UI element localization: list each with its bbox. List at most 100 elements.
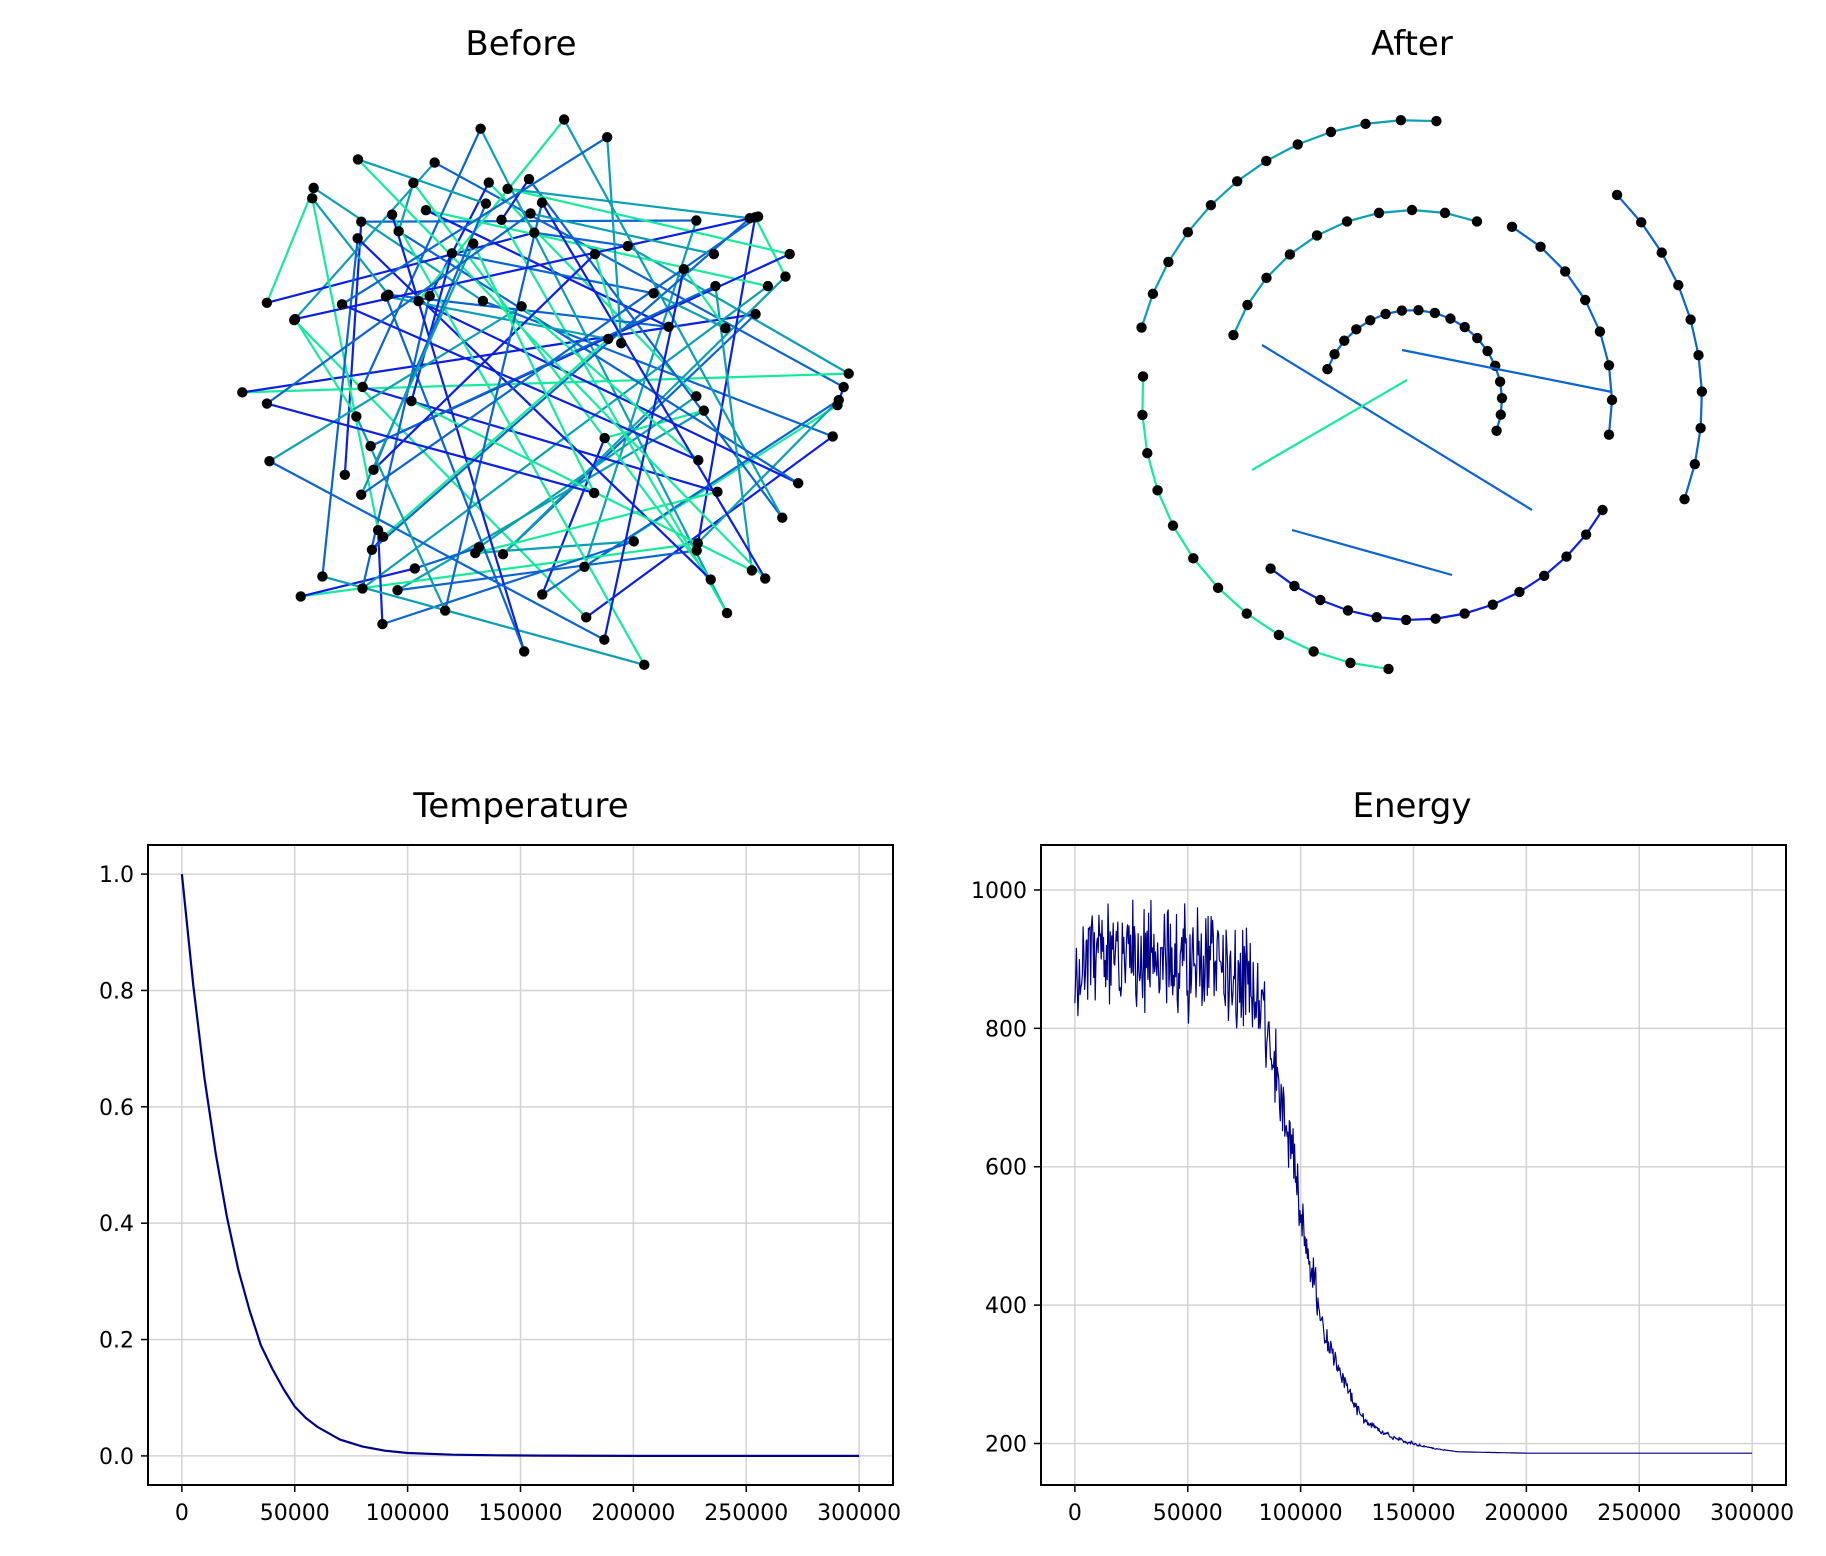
graph-node <box>1685 314 1696 325</box>
graph-node <box>1284 249 1296 260</box>
graph-node <box>599 432 610 444</box>
graph-node <box>1205 199 1217 211</box>
graph-node <box>602 131 613 143</box>
graph-edge <box>1401 348 1613 394</box>
graph-edge <box>1278 633 1315 653</box>
graph-edge <box>1246 277 1268 306</box>
graph-edge <box>1265 253 1291 279</box>
graph-edge <box>1261 344 1533 511</box>
graph-node <box>838 381 849 393</box>
graph-edge <box>322 575 645 666</box>
graph-node <box>352 154 364 165</box>
graph-edge <box>382 540 635 626</box>
graph-node <box>1273 629 1285 641</box>
graph-node <box>1495 409 1506 420</box>
graph-node <box>1292 139 1303 150</box>
after-graph <box>1136 115 1708 675</box>
graph-edge <box>313 186 484 302</box>
x-tick-label: 250000 <box>1597 1501 1681 1526</box>
graph-node <box>1679 493 1690 505</box>
graph-node <box>784 248 795 260</box>
graph-node <box>475 123 486 134</box>
graph-edge <box>357 158 487 205</box>
graph-node <box>537 589 548 600</box>
graph-node <box>648 288 659 299</box>
graph-edge <box>1187 204 1212 233</box>
graph-edge <box>697 399 840 544</box>
graph-node <box>352 233 363 244</box>
y-tick-label: 0.6 <box>99 1096 134 1121</box>
graph-node <box>1673 279 1684 291</box>
graph-node <box>1560 266 1571 277</box>
graph-node <box>1261 155 1272 167</box>
graph-node <box>780 271 791 282</box>
graph-node <box>558 114 570 125</box>
graph-node <box>678 263 690 275</box>
graph-node <box>1311 230 1323 241</box>
graph-edge <box>714 285 753 571</box>
graph-node <box>588 487 600 499</box>
graph-edge <box>1167 231 1189 263</box>
graph-node <box>1396 305 1408 316</box>
graph-node <box>261 398 273 409</box>
energy-line <box>1074 899 1753 1454</box>
graph-node <box>1182 227 1194 238</box>
graph-node <box>639 659 650 671</box>
graph-node <box>1472 332 1483 344</box>
x-tick-label: 50000 <box>1153 1501 1223 1526</box>
graph-node <box>746 565 758 576</box>
graph-node <box>1351 324 1362 335</box>
temperature-title: Temperature <box>412 786 628 826</box>
graph-edge <box>541 202 767 580</box>
graph-node <box>752 211 764 222</box>
y-tick-label: 1.0 <box>99 863 134 888</box>
graph-edge <box>1444 211 1478 223</box>
graph-node <box>1137 371 1149 382</box>
graph-node <box>1471 216 1483 227</box>
graph-node <box>1459 321 1470 333</box>
graph-edge <box>1699 391 1703 429</box>
graph-edge <box>265 187 315 304</box>
graph-node <box>1167 520 1179 531</box>
graph-edge <box>1564 270 1587 301</box>
graph-edge <box>479 128 729 614</box>
graph-edge <box>1640 221 1663 254</box>
graph-edge <box>1246 612 1280 636</box>
graph-edge <box>653 292 726 330</box>
graph-node <box>307 193 318 204</box>
graph-node <box>1360 118 1371 130</box>
graph-node <box>529 227 540 238</box>
graph-edge <box>1251 379 1408 471</box>
graph-node <box>777 512 788 523</box>
graph-node <box>420 204 432 216</box>
graph-edge <box>321 238 359 577</box>
graph-node <box>468 238 479 249</box>
graph-node <box>1611 189 1623 201</box>
graph-node <box>1439 207 1451 219</box>
graph-edge <box>502 275 787 555</box>
graph-node <box>1695 422 1706 434</box>
graph-node <box>1580 529 1592 540</box>
graph-node <box>351 411 362 422</box>
temperature-plot: 0 50000 100000 150000 200000 250000 300000 0.0 0… <box>99 844 901 1526</box>
graph-node <box>708 248 720 260</box>
graph-edge <box>528 178 784 519</box>
graph-edge <box>388 293 669 328</box>
graph-edge <box>293 319 587 619</box>
graph-node <box>496 214 507 226</box>
graph-edge <box>397 182 415 232</box>
graph-edge <box>1172 525 1195 559</box>
x-tick-label: 100000 <box>1259 1501 1343 1526</box>
x-tick-label: 0 <box>175 1501 189 1526</box>
energy-axes-frame <box>1040 844 1787 1486</box>
graph-node <box>1231 176 1243 187</box>
graph-edge <box>1693 427 1702 465</box>
graph-edge <box>682 268 727 329</box>
graph-node <box>483 177 494 188</box>
x-tick-label: 150000 <box>479 1501 563 1526</box>
graph-node <box>1265 563 1276 574</box>
graph-edge <box>1365 119 1402 125</box>
x-tick-label: 100000 <box>366 1501 450 1526</box>
graph-node <box>365 440 376 452</box>
graph-node <box>663 321 674 332</box>
